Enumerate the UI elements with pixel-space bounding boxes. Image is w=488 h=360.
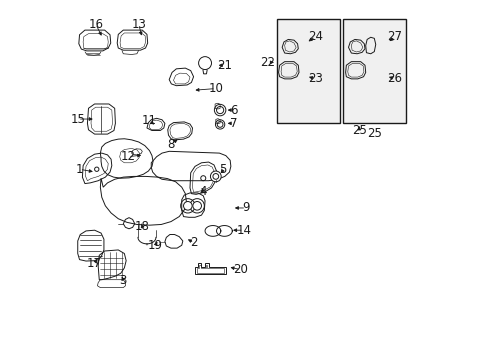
Circle shape xyxy=(198,57,211,69)
Text: 14: 14 xyxy=(236,224,251,237)
Text: 5: 5 xyxy=(219,163,226,176)
Text: 3: 3 xyxy=(120,274,127,287)
Text: 18: 18 xyxy=(135,220,149,233)
Text: 4: 4 xyxy=(199,185,206,198)
Text: 26: 26 xyxy=(387,72,402,85)
Text: 27: 27 xyxy=(387,30,402,43)
Text: 6: 6 xyxy=(229,104,237,117)
Circle shape xyxy=(183,202,192,210)
Text: 8: 8 xyxy=(167,138,174,150)
Circle shape xyxy=(215,120,224,129)
Text: 20: 20 xyxy=(233,263,248,276)
Text: 17: 17 xyxy=(87,257,102,270)
Text: 25: 25 xyxy=(366,127,381,140)
Text: 22: 22 xyxy=(260,56,275,69)
Text: 10: 10 xyxy=(208,82,223,95)
Text: 24: 24 xyxy=(307,30,323,43)
Text: 9: 9 xyxy=(242,202,249,215)
Text: 2: 2 xyxy=(190,236,198,249)
Text: 12: 12 xyxy=(120,150,135,163)
Text: 1: 1 xyxy=(76,163,83,176)
Text: 19: 19 xyxy=(148,239,163,252)
FancyBboxPatch shape xyxy=(276,19,339,123)
Text: 13: 13 xyxy=(131,18,146,31)
FancyBboxPatch shape xyxy=(343,19,405,123)
Text: 15: 15 xyxy=(70,113,85,126)
Circle shape xyxy=(214,104,225,116)
Text: 16: 16 xyxy=(88,18,103,31)
Text: 21: 21 xyxy=(217,59,232,72)
Circle shape xyxy=(210,171,221,182)
Text: 23: 23 xyxy=(307,72,322,85)
Text: 7: 7 xyxy=(229,117,237,130)
Text: 11: 11 xyxy=(142,114,157,127)
Text: 25: 25 xyxy=(351,124,366,137)
Circle shape xyxy=(192,202,201,210)
